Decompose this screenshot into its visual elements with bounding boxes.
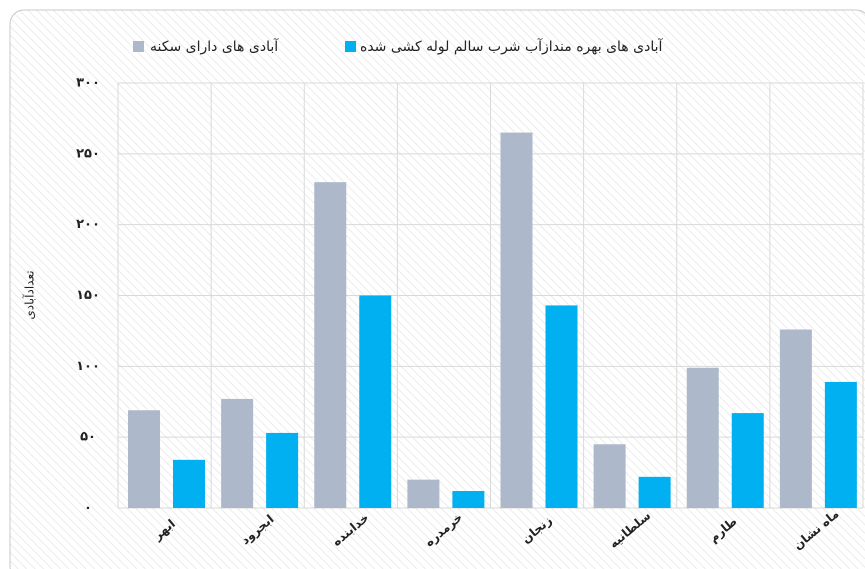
bar (686, 367, 719, 508)
legend-label: آبادی های بهره مندازآب شرب سالم لوله کشی… (360, 38, 663, 55)
legend-label: آبادی های دارای سکنه (150, 38, 279, 55)
y-tick-label: ۱۰۰ (76, 359, 100, 374)
y-tick-label: ۱۵۰ (76, 288, 100, 303)
y-axis-label: تعدادآبادی (22, 270, 37, 319)
bar (173, 459, 205, 508)
bar (221, 398, 254, 508)
legend-swatch (133, 41, 144, 52)
bar (731, 413, 764, 508)
bar (638, 476, 671, 508)
y-tick-label: ۵۰ (80, 430, 96, 445)
bar (779, 329, 812, 508)
legend-swatch (345, 41, 356, 52)
bar (407, 479, 440, 508)
bar (500, 132, 533, 509)
y-tick-label: ۲۵۰ (76, 146, 100, 161)
bar (545, 305, 578, 508)
y-tick-label: ۲۰۰ (76, 217, 100, 232)
bar (266, 432, 299, 508)
bar (452, 491, 485, 508)
bar (128, 410, 160, 508)
bar (359, 295, 392, 508)
y-tick-label: ۳۰۰ (76, 76, 100, 91)
y-tick-label: ۰ (84, 501, 92, 516)
bar (593, 444, 626, 508)
bar (314, 182, 347, 508)
bar (824, 381, 857, 508)
